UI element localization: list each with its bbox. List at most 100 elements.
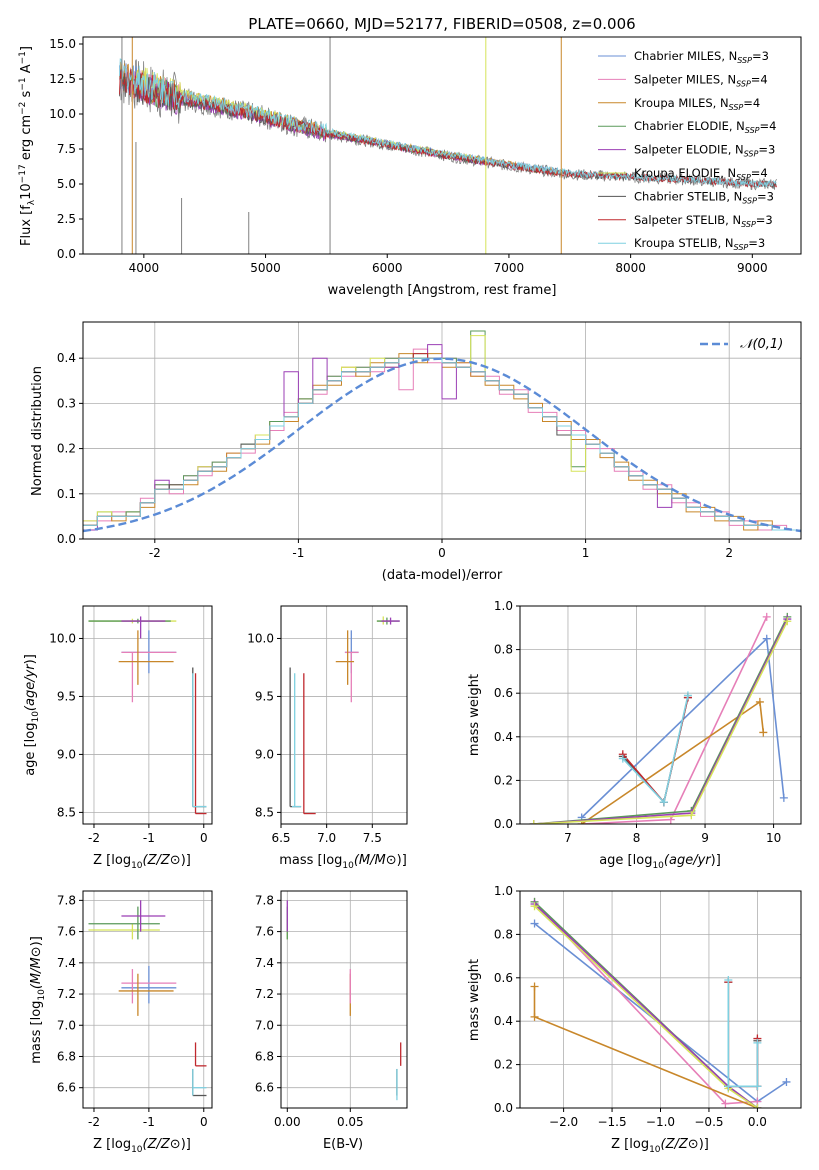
legend-tail: =3 xyxy=(756,213,773,227)
legend-base: Chabrier MILES, N xyxy=(634,49,737,63)
spectrum-title: PLATE=0660, MJD=52177, FIBERID=0508, z=0… xyxy=(248,15,635,33)
legend-sub: SSP xyxy=(745,126,760,135)
mass-vs-Z-ylabel-post: )] xyxy=(29,936,44,946)
massweight-Z-marker xyxy=(530,1012,539,1021)
age-vs-mass-xtick-label: 7.0 xyxy=(317,831,336,845)
mass-vs-Z-xlabel-pre: Z [log xyxy=(93,1137,131,1152)
age-vs-Z-ytick-label: 10.0 xyxy=(49,631,76,645)
spectrum-legend-label: Kroupa STELIB, NSSP=3 xyxy=(634,236,765,252)
massweight-age-series-line xyxy=(581,636,785,819)
massweight-age-xlabel-sub: 10 xyxy=(652,861,664,871)
massweight-Z-xtick-label: −2.0 xyxy=(549,1115,578,1129)
massweight-age-lines xyxy=(529,612,792,824)
mass-vs-Z-xlabel: Z [log10(Z/Z⊙)] xyxy=(93,1137,191,1155)
legend-sub: SSP xyxy=(734,243,749,252)
age-vs-mass-xlabel: mass [log10(M/M⊙)] xyxy=(279,853,407,871)
massweight-Z-xtick-label: −1.0 xyxy=(646,1115,675,1129)
mass-vs-Z-ylabel-pre: mass [log xyxy=(29,1001,44,1064)
data-layer xyxy=(83,37,801,1108)
legend-base: Salpeter ELODIE, N xyxy=(634,143,744,157)
legend-sub: SSP xyxy=(736,79,751,88)
massweight-age-series-line xyxy=(533,620,789,824)
age-vs-Z-ytick-label: 8.5 xyxy=(57,805,76,819)
spectrum-series-line xyxy=(119,63,558,175)
legend-base: Chabrier STELIB, N xyxy=(634,189,742,203)
spectrum-series-line xyxy=(119,61,558,176)
age-vs-Z-xlabel-sub: 10 xyxy=(131,861,143,871)
spectrum-ylabel-part: λ xyxy=(27,199,37,205)
legend-base: Kroupa STELIB, N xyxy=(634,236,734,250)
residuals-frame xyxy=(82,321,802,540)
age-vs-Z-errorbars xyxy=(88,616,207,815)
massweight-age-series-line xyxy=(622,695,689,804)
mass-EBV-xlabel: E(B-V) xyxy=(323,1137,363,1152)
spectrum-ylabel-part: −1 xyxy=(18,51,28,64)
massweight-Z-series-line xyxy=(533,986,758,1108)
massweight-age-ylabel: mass weight xyxy=(467,674,482,756)
spectrum-ylabel-part: 10 xyxy=(19,183,34,200)
massweight-Z-marker xyxy=(724,975,733,984)
age-vs-Z-ylabel-post: )] xyxy=(23,654,38,664)
massweight-age-ytick-label: 1.0 xyxy=(494,599,513,613)
massweight-age-marker xyxy=(762,612,771,621)
mass-vs-EBV-ytick-label: 6.8 xyxy=(255,1049,274,1063)
mass-vs-Z-xtick-label: -2 xyxy=(88,1115,100,1129)
age-vs-Z-ylabel-pre: age [log xyxy=(23,723,38,776)
massweight-Z-ytick-label: 0.6 xyxy=(494,971,513,985)
spectrum-xtick-label: 6000 xyxy=(372,261,403,275)
mass-vs-Z-ylabel-mid: (M/M⊙ xyxy=(29,946,44,989)
spectrum-ylabel-part: s xyxy=(19,90,34,101)
legend-tail: =3 xyxy=(758,143,775,157)
massweight-age-marker xyxy=(687,811,696,820)
legend-base: Salpeter MILES, N xyxy=(634,72,736,86)
massweight-Z-marker xyxy=(530,982,539,991)
spectrum-legend-label: Salpeter ELODIE, NSSP=3 xyxy=(634,143,775,159)
mass-vs-EBV-xtick-label: 0.00 xyxy=(274,1115,301,1129)
mass-vs-Z-ylabel-sub: 10 xyxy=(37,989,47,1001)
massweight-Z-xlabel-mid: (Z/Z⊙ xyxy=(661,1137,699,1152)
massweight-age-marker xyxy=(529,820,538,824)
normal-reference-curve xyxy=(83,357,801,533)
legend-base: Chabrier ELODIE, N xyxy=(634,119,745,133)
legend-sub: SSP xyxy=(741,220,756,229)
massweight-age-series-line xyxy=(622,697,689,804)
massweight-Z-marker xyxy=(753,1082,762,1091)
spectrum-legend-label: Chabrier STELIB, NSSP=3 xyxy=(634,189,774,205)
residual-histogram-step xyxy=(83,357,801,539)
spectrum-frame xyxy=(82,36,802,255)
massweight-Z-xlabel-pre: Z [log xyxy=(611,1137,649,1152)
residual-legend-label: 𝒩(0,1) xyxy=(740,337,783,352)
massweight-Z-marker xyxy=(530,919,539,928)
spectrum-series-line xyxy=(131,67,485,165)
mass-vs-Z-xtick-label: 0 xyxy=(200,1115,208,1129)
spectrum-legend-label: Chabrier MILES, NSSP=3 xyxy=(634,49,769,65)
spectrum-ytick-label: 5.0 xyxy=(57,177,76,191)
legend-sub: SSP xyxy=(737,56,752,65)
spectrum-xtick-label: 5000 xyxy=(250,261,281,275)
massweight-age-xlabel-mid: (age/yr xyxy=(664,853,712,868)
spectrum-ylabel-part: −1 xyxy=(18,77,28,90)
massweight-age-series-line xyxy=(533,616,789,824)
residuals-ytick-label: 0.1 xyxy=(57,487,76,501)
legend-tail: =4 xyxy=(743,96,760,110)
spectrum-ytick-label: 10.0 xyxy=(49,107,76,121)
age-vs-mass-xtick-label: 7.5 xyxy=(363,831,382,845)
massweight-age-frame xyxy=(519,605,802,825)
residuals-ytick-label: 0.0 xyxy=(57,532,76,546)
legend-sub: SSP xyxy=(729,103,744,112)
residuals-ytick-label: 0.4 xyxy=(57,351,76,365)
age-vs-mass-frame xyxy=(280,605,408,825)
massweight-age-xlabel-post: )] xyxy=(711,853,721,868)
spectrum-ytick-label: 12.5 xyxy=(49,72,76,86)
massweight-Z-marker xyxy=(724,1082,733,1091)
residuals-xtick-label: -1 xyxy=(292,546,304,560)
mass-vs-EBV-ytick-label: 7.4 xyxy=(255,956,274,970)
mass-vs-EBV-ytick-label: 7.0 xyxy=(255,1018,274,1032)
age-vs-mass-ytick-label: 9.0 xyxy=(255,747,274,761)
spectrum-ylabel-part: ] xyxy=(19,46,34,51)
spectrum-xtick-label: 8000 xyxy=(615,261,646,275)
age-vs-Z-ytick-label: 9.0 xyxy=(57,747,76,761)
age-vs-mass-xlabel-post: )] xyxy=(397,853,407,868)
residuals-ylabel: Normed distribution xyxy=(30,366,45,496)
legend-tail: =4 xyxy=(760,119,777,133)
